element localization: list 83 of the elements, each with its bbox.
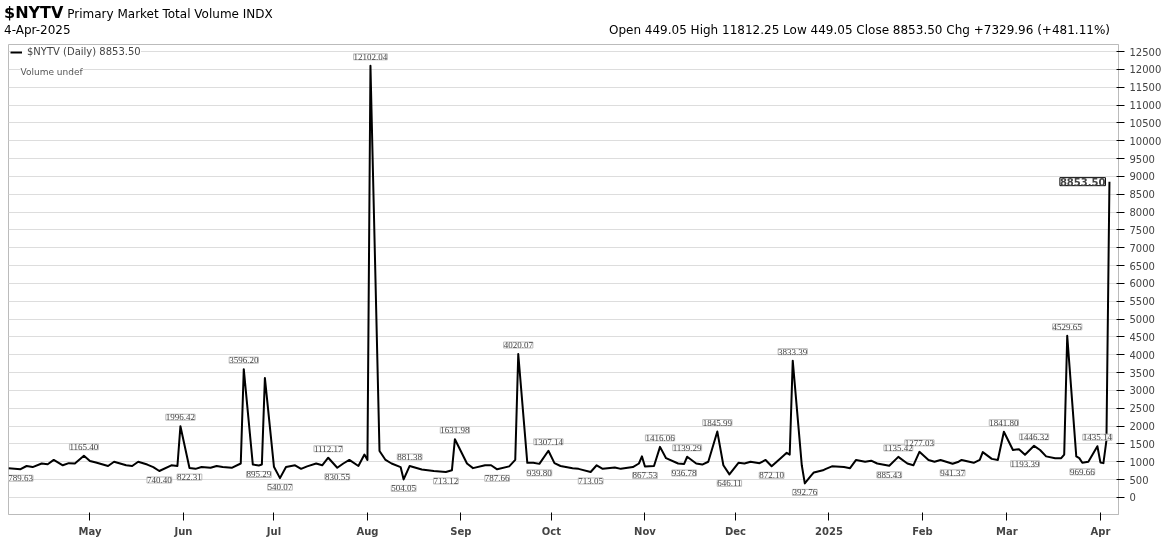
data-label: 1193.39 — [1010, 458, 1040, 469]
data-label: 941.37 — [940, 467, 966, 478]
data-label: 12102.04 — [353, 51, 388, 62]
y-tick-label: 12500 — [1129, 46, 1162, 58]
y-tick-label: 2500 — [1129, 403, 1155, 415]
x-tick-label: Sep — [450, 525, 472, 537]
data-label: 646.11 — [717, 478, 742, 489]
data-label: 936.78 — [671, 467, 698, 478]
data-label: 830.55 — [324, 471, 351, 482]
y-tick-label: 10500 — [1129, 117, 1162, 129]
y-tick-label: 500 — [1129, 474, 1149, 486]
x-tick-label: Jun — [173, 525, 193, 537]
data-label: 1845.99 — [702, 417, 733, 428]
data-label: 504.05 — [391, 483, 417, 494]
x-tick-label: Dec — [724, 525, 747, 537]
y-tick-label: 5500 — [1129, 296, 1155, 308]
text: Open 449.05 High 11812.25 Low 449.05 Close 8853.50 Chg +7329.96 (+481.11%) — [608, 22, 1110, 39]
data-label: 1139.29 — [672, 442, 703, 453]
y-tick-label: 1000 — [1129, 456, 1155, 468]
data-label: 822.31 — [177, 472, 202, 483]
data-label: 1435.14 — [1082, 432, 1113, 443]
x-tick-label: Aug — [356, 525, 379, 537]
x-tick-label: Nov — [634, 525, 657, 537]
data-label: 8853.50 — [1059, 176, 1106, 188]
data-label: 740.40 — [146, 474, 173, 485]
data-label: 1112.17 — [313, 443, 344, 454]
line-series — [8, 64, 1111, 485]
data-label: 895.29 — [246, 469, 272, 480]
y-tick-label: 2000 — [1129, 421, 1155, 433]
annotation: Volume undef — [20, 66, 84, 77]
data-label: 881.38 — [397, 451, 423, 462]
data-label: 4529.65 — [1052, 321, 1083, 332]
data-label: 969.66 — [1069, 466, 1096, 477]
y-tick-label: 7000 — [1129, 242, 1155, 254]
x-tick-label: Apr — [1090, 525, 1111, 537]
x-tick-label: Feb — [912, 525, 933, 537]
y-tick-label: 4500 — [1129, 331, 1155, 343]
y-tick-label: 11000 — [1129, 100, 1162, 112]
y-tick-label: 9000 — [1129, 171, 1155, 183]
data-label: 787.66 — [484, 473, 511, 484]
text: 4-Apr-2025 — [4, 22, 71, 39]
data-label: 1446.32 — [1019, 431, 1049, 442]
y-tick-label: 1500 — [1129, 438, 1155, 450]
x-tick-label: Jul — [265, 525, 282, 537]
y-tick-label: 3500 — [1129, 367, 1155, 379]
data-label: 4020.07 — [503, 340, 534, 351]
data-label: 713.05 — [578, 475, 604, 486]
data-label: 392.76 — [792, 487, 818, 498]
y-tick-label: 11500 — [1129, 82, 1162, 94]
data-label: 1165.40 — [69, 441, 99, 452]
x-tick-label: Mar — [996, 525, 1018, 537]
y-tick-label: 3000 — [1129, 385, 1155, 397]
x-tick-label: 2025 — [815, 525, 843, 537]
y-tick-label: 8500 — [1129, 189, 1155, 201]
y-tick-label: 6000 — [1129, 278, 1155, 290]
data-label: 1841.80 — [989, 417, 1020, 428]
data-label: 713.12 — [433, 475, 459, 486]
y-tick-label: 6500 — [1129, 260, 1155, 272]
data-label: 1996.42 — [165, 412, 196, 423]
y-tick-label: 12000 — [1129, 64, 1162, 76]
chart-subtitle: Primary Market Total Volume INDX — [67, 7, 273, 21]
legend-label: $NYTV (Daily) 8853.50 — [27, 46, 141, 57]
y-tick-label: 9500 — [1129, 153, 1155, 165]
data-label: 3596.20 — [229, 355, 259, 366]
y-tick-label: 7500 — [1129, 224, 1155, 236]
data-label: 1307.14 — [533, 436, 564, 447]
data-label: 867.53 — [632, 470, 658, 481]
x-tick-label: May — [78, 525, 102, 537]
data-label: 885.43 — [876, 469, 903, 480]
chart-title: $NYTV — [4, 3, 64, 22]
y-tick-label: 8000 — [1129, 207, 1155, 219]
data-label: 1631.98 — [440, 425, 471, 436]
data-label: 1416.06 — [645, 432, 676, 443]
x-tick-label: Oct — [541, 525, 562, 537]
data-label: 939.80 — [526, 467, 553, 478]
y-tick-label: 4000 — [1129, 349, 1155, 361]
data-label: 3833.39 — [778, 346, 808, 357]
data-label: 540.07 — [267, 482, 293, 493]
y-tick-label: 5000 — [1129, 314, 1155, 326]
y-tick-label: 0 — [1129, 492, 1136, 504]
data-label: 872.10 — [759, 470, 785, 481]
y-tick-label: 10000 — [1129, 135, 1162, 147]
data-label: 789.63 — [8, 473, 34, 484]
